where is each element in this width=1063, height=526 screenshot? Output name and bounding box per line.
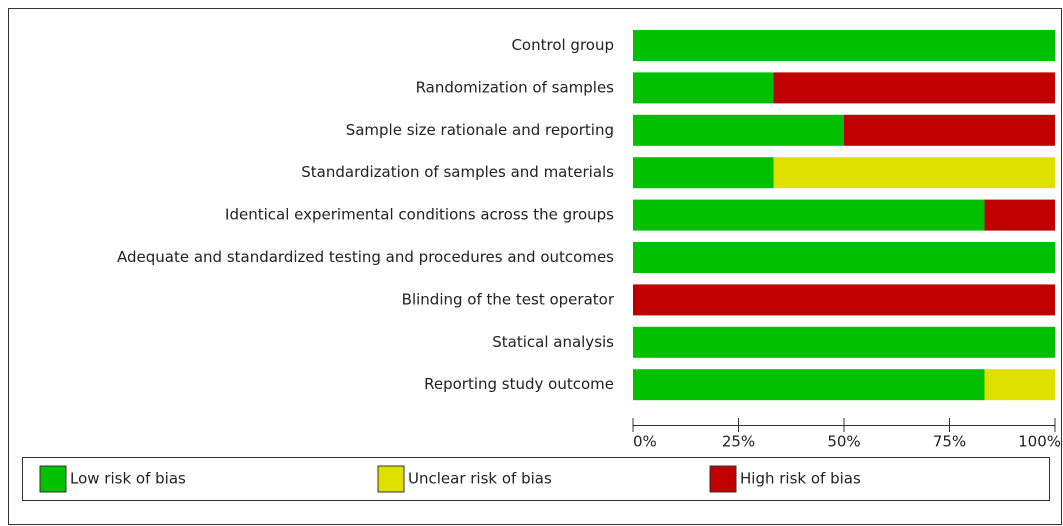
bar-segment [633,369,985,401]
category-label: Control group [511,36,614,54]
x-tick-label: 25% [722,433,755,451]
category-label: Sample size rationale and reporting [346,121,614,139]
legend-frame [22,457,1050,501]
bar-segment [773,72,1055,104]
x-tick-label: 0% [633,433,657,451]
bar-segment [633,199,985,231]
bar-segment [633,30,1055,61]
legend-swatch [709,465,737,493]
category-label: Standardization of samples and materials [301,163,614,181]
x-tick-label: 100% [1018,433,1061,451]
bar-segment [984,369,1055,401]
bar-segment [633,72,774,104]
legend-label: Low risk of bias [70,470,186,488]
bar-segment [633,157,774,189]
legend-swatch [377,465,405,493]
x-tick-label: 75% [933,433,966,451]
x-tick-label: 50% [827,433,860,451]
legend-label: Unclear risk of bias [408,470,552,488]
category-label: Adequate and standardized testing and pr… [117,248,614,266]
bar-segment [984,199,1055,231]
legend-label: High risk of bias [740,470,861,488]
bar-segment [773,157,1055,189]
category-label: Blinding of the test operator [402,290,615,308]
bar-segment [633,242,1055,273]
category-label: Reporting study outcome [424,375,614,393]
category-label: Identical experimental conditions across… [225,206,614,224]
bar-segment [633,284,1055,316]
bar-segment [633,326,1055,358]
bar-segment [844,114,1055,146]
legend-swatch [39,465,67,493]
bar-segment [633,114,844,146]
category-label: Randomization of samples [416,78,615,96]
category-label: Statical analysis [492,333,614,351]
